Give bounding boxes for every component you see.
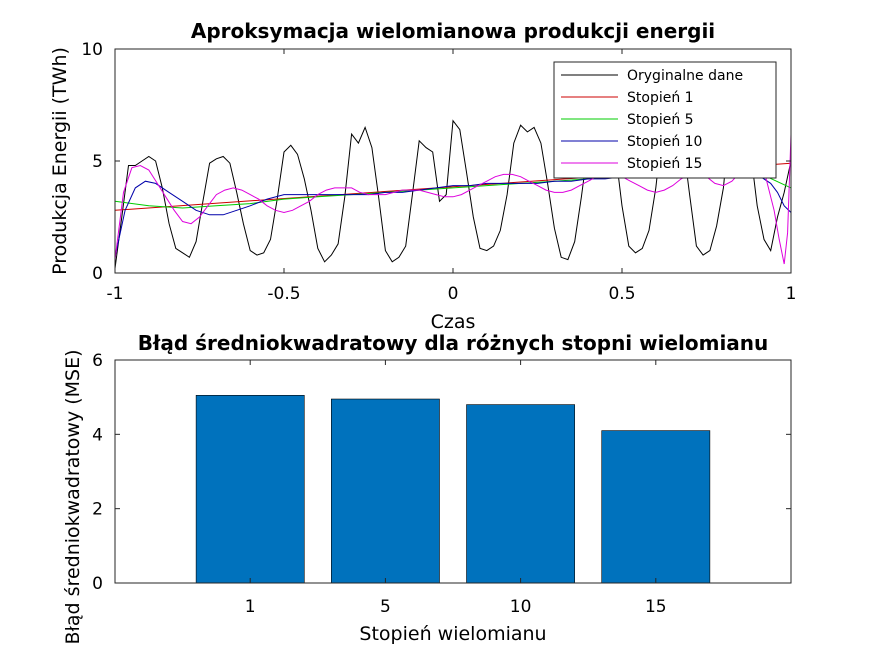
y-tick-label: 6 [92,351,103,371]
x-tick-label: 15 [645,597,667,617]
x-tick-label: 5 [380,597,391,617]
x-tick-label: -1 [107,284,124,304]
line-chart-x-axis-label: Czas [431,311,476,333]
bar-1 [195,395,305,584]
legend-entry: Stopień 15 [627,156,702,172]
x-tick-label: 10 [510,597,532,617]
y-tick-label: 2 [92,500,103,520]
line-chart-title: Aproksymacja wielomianowa produkcji ener… [191,19,715,43]
bar-chart-bars [195,395,711,584]
y-tick-label: 5 [92,152,103,172]
bar-5 [331,398,440,584]
bar-chart-frame [114,359,792,584]
legend-entry: Stopień 10 [627,134,702,150]
x-tick-label: 0 [448,284,459,304]
x-tick-label: -0.5 [267,284,300,304]
x-tick-label: 1 [786,284,797,304]
bar-chart-title: Błąd średniokwadratowy dla różnych stopn… [138,331,769,355]
bar-chart-x-axis-label: Stopień wielomianu [359,623,546,645]
y-tick-label: 0 [92,574,103,594]
bar-10 [466,404,575,584]
y-tick-label: 10 [81,40,103,60]
line-chart-y-axis-label: Produkcja Energii (TWh) [49,47,71,275]
legend-entry: Stopień 1 [627,90,694,106]
x-tick-label: 0.5 [608,284,635,304]
x-tick-label: 1 [245,597,256,617]
y-tick-label: 0 [92,264,103,284]
legend: Oryginalne dane Stopień 1 Stopień 5 Stopień… [553,61,777,179]
y-tick-label: 4 [92,425,103,445]
bar-chart-y-axis-label: Błąd średniokwadratowy (MSE) [62,349,84,644]
legend-box [553,61,777,179]
bar-15 [601,430,711,584]
legend-entry: Stopień 5 [627,112,694,128]
legend-entry: Oryginalne dane [627,68,743,84]
